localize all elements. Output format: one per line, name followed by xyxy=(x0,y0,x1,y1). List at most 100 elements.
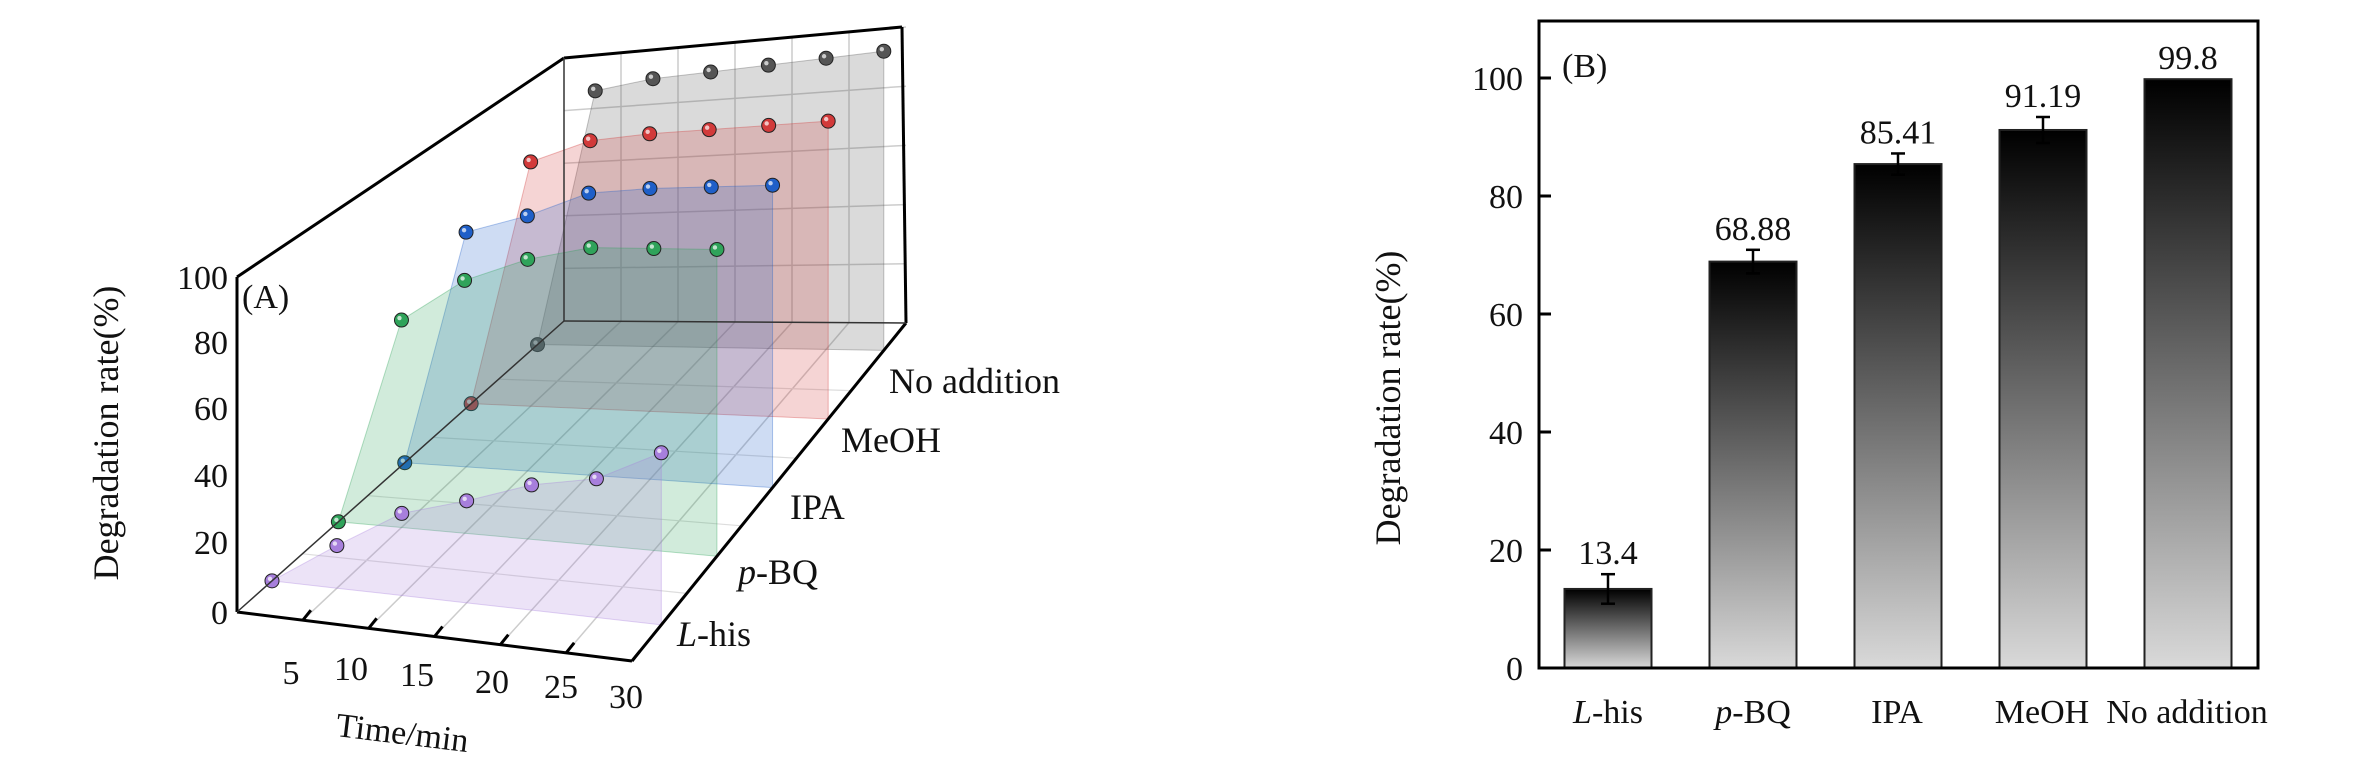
b-y-tick-label: 0 xyxy=(1506,651,1523,688)
a-x-tick: 5 xyxy=(283,655,300,692)
a-data-point-highlight xyxy=(332,541,338,546)
a-data-point-highlight xyxy=(879,47,885,52)
a-series-area xyxy=(470,120,829,420)
b-x-tick-p-bq: p-BQ xyxy=(1713,694,1791,731)
a-data-point xyxy=(761,117,777,133)
a-time-tick xyxy=(630,650,642,662)
b-bar-group: 13.4 xyxy=(1563,535,1653,669)
a-data-point xyxy=(519,208,535,224)
a-floor-grid-line xyxy=(302,320,622,621)
a-data-point xyxy=(709,241,725,257)
a-x-tick: 20 xyxy=(475,664,509,701)
a-floor-grid-line xyxy=(367,495,742,527)
a-data-point-highlight xyxy=(523,255,528,260)
a-data-point-highlight xyxy=(591,86,596,92)
a-floor-left-edge xyxy=(236,320,565,613)
a-time-ticks xyxy=(301,609,642,662)
a-y-tick: 60 xyxy=(194,391,228,428)
a-top-left-edge xyxy=(236,56,565,279)
b-data-label: 68.88 xyxy=(1715,211,1792,248)
b-x-tick-labels: L-his p-BQ IPA MeOH No addition xyxy=(1572,694,2268,731)
a-series-meoh xyxy=(463,113,836,420)
a-y-tick: 0 xyxy=(211,595,228,632)
a-series-l-his xyxy=(264,445,669,626)
a-data-point-highlight xyxy=(397,315,402,321)
a-data-point-highlight xyxy=(526,157,531,163)
b-y-tick-label: 40 xyxy=(1489,415,1523,452)
a-data-point-highlight xyxy=(712,245,718,250)
a-data-point-highlight xyxy=(823,116,829,122)
b-x-tick-ipa: IPA xyxy=(1871,694,1923,731)
a-data-point-highlight xyxy=(533,340,538,345)
a-data-point xyxy=(587,83,603,99)
a-data-point xyxy=(703,179,719,195)
a-data-point xyxy=(457,272,473,288)
a-y-tick: 80 xyxy=(194,325,228,362)
a-data-point-highlight xyxy=(645,129,650,134)
b-y-tick-label: 20 xyxy=(1489,533,1523,570)
a-label-ipa: IPA xyxy=(790,487,845,527)
a-label-meoh: MeOH xyxy=(841,420,941,460)
a-data-point xyxy=(645,71,661,87)
a-data-point-highlight xyxy=(657,448,662,454)
a-data-point-highlight xyxy=(707,182,712,188)
a-x-tick-labels: 5 10 15 20 25 30 xyxy=(283,651,644,716)
a-series-area xyxy=(270,452,662,626)
a-x-tick: 25 xyxy=(544,669,578,706)
a-data-point xyxy=(582,133,598,149)
a-data-point xyxy=(524,477,540,493)
a-data-point xyxy=(588,471,604,487)
b-data-label: 13.4 xyxy=(1578,535,1638,572)
a-time-tick xyxy=(301,609,313,622)
a-data-point-highlight xyxy=(592,474,597,480)
a-data-point-highlight xyxy=(764,121,769,126)
a-y-tick: 40 xyxy=(194,458,228,495)
b-y-tick-label: 60 xyxy=(1489,297,1523,334)
a-data-point xyxy=(818,50,834,66)
a-time-tick xyxy=(499,633,510,646)
a-x-tick: 15 xyxy=(400,657,434,694)
b-bar-group: 68.88 xyxy=(1708,211,1798,669)
b-bar xyxy=(2143,78,2233,670)
a-data-point-highlight xyxy=(585,136,591,141)
a-data-point-highlight xyxy=(397,509,402,514)
a-back-grid-line xyxy=(563,203,907,217)
a-label-l-his: L-his xyxy=(676,614,751,654)
a-top-back-edge xyxy=(563,25,903,60)
a-x-tick: 10 xyxy=(334,651,368,688)
a-data-point xyxy=(653,445,669,461)
a-back-right-edge xyxy=(900,26,908,324)
b-x-tick-no-addition: No addition xyxy=(2106,694,2267,731)
a-data-point-highlight xyxy=(334,517,339,522)
panel-a-series xyxy=(264,43,892,626)
a-data-point xyxy=(646,241,662,257)
a-data-point-highlight xyxy=(645,184,651,189)
panel-a-frame xyxy=(235,25,908,663)
a-depth-axis xyxy=(630,322,908,662)
a-data-point xyxy=(523,154,539,170)
a-data-point xyxy=(394,505,410,521)
a-data-point xyxy=(520,251,536,267)
a-data-point xyxy=(581,185,597,201)
a-floor-grid-line xyxy=(565,322,850,654)
a-data-point xyxy=(765,177,781,193)
a-data-point-highlight xyxy=(704,125,710,130)
a-y-tick: 100 xyxy=(177,260,228,297)
panel-b-label: (B) xyxy=(1562,48,1607,85)
a-label-p-bq: p-BQ xyxy=(735,552,818,592)
a-data-point xyxy=(393,312,409,328)
a-data-point-highlight xyxy=(649,244,655,249)
a-data-point xyxy=(642,126,658,142)
b-y-tick-label: 80 xyxy=(1489,179,1523,216)
a-back-bottom-edge xyxy=(563,320,907,324)
a-data-point-highlight xyxy=(267,576,273,582)
b-x-tick-l-his: L-his xyxy=(1572,694,1643,731)
a-y-tick: 20 xyxy=(194,525,228,562)
panel-b-bar-chart: 13.4 68.88 85.41 91.19 99.8 0 20 40 60 80 100 (B)… xyxy=(1368,19,2268,731)
b-bar-group: 99.8 xyxy=(2143,40,2233,670)
a-time-tick xyxy=(367,617,378,630)
a-floor-grid-line xyxy=(499,321,793,646)
b-bar xyxy=(1853,163,1943,669)
a-floor-grid-line xyxy=(433,321,736,638)
a-series-area xyxy=(404,184,774,489)
